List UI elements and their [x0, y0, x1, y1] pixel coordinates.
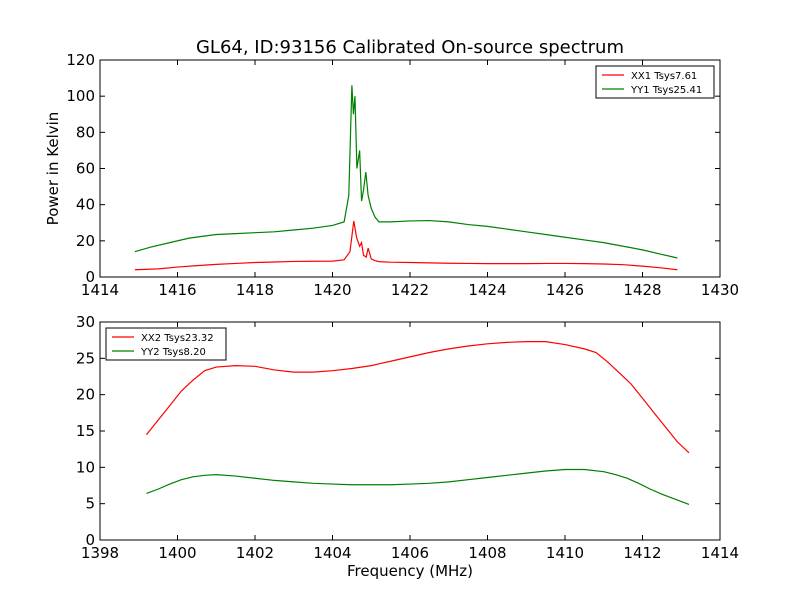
y-tick-label-1-2: 10: [76, 458, 95, 476]
x-tick-label-0-1: 1416: [158, 281, 196, 299]
bottom-plot: 1398 1400 1402 1404 1406 1408 1410 1412 1414 0 5 10…: [76, 313, 739, 580]
y-tick-label-1-3: 15: [76, 422, 95, 440]
top-plot: 1414 1416 1418 1420 1422 1424 1426 1428 1430 0 20 4…: [44, 51, 739, 299]
y-tick-label-0-2: 40: [76, 196, 95, 214]
legend-label-1-1: YY2 Tsys8.20: [140, 347, 206, 358]
y-tick-label-0-3: 60: [76, 160, 95, 178]
y-tick-label-0-1: 20: [76, 232, 95, 250]
x-axis-label-1: Frequency (MHz): [347, 562, 473, 580]
x-tick-label-1-0: 1398: [81, 544, 119, 562]
series-line-0-0: [134, 220, 678, 271]
x-tick-label-0-3: 1420: [313, 281, 351, 299]
legend-box-1: [105, 327, 227, 361]
y-tick-label-1-6: 30: [76, 313, 95, 331]
x-tick-label-1-3: 1404: [313, 544, 351, 562]
series-line-0-1: [134, 85, 678, 259]
legend-label-0-0: XX1 Tsys7.61: [631, 71, 697, 82]
y-tick-label-1-1: 5: [85, 495, 95, 513]
x-tick-label-1-8: 1414: [701, 544, 739, 562]
series-line-1-0: [146, 341, 690, 454]
y-tick-label-1-5: 25: [76, 349, 95, 367]
x-tick-label-1-1: 1400: [158, 544, 196, 562]
x-tick-label-0-6: 1426: [546, 281, 584, 299]
legend-label-1-0: XX2 Tsys23.32: [141, 333, 214, 344]
x-tick-label-0-5: 1424: [468, 281, 506, 299]
legend-box-0: [595, 65, 715, 99]
legend-label-0-1: YY1 Tsys25.41: [630, 85, 702, 96]
y-axis-label-0: Power in Kelvin: [44, 112, 62, 226]
y-tick-label-0-5: 100: [66, 87, 95, 105]
x-tick-label-0-0: 1414: [81, 281, 119, 299]
x-tick-label-1-4: 1406: [391, 544, 429, 562]
x-tick-label-1-5: 1408: [468, 544, 506, 562]
y-tick-label-1-0: 0: [85, 531, 95, 549]
x-tick-label-0-7: 1428: [623, 281, 661, 299]
y-tick-label-0-4: 80: [76, 123, 95, 141]
series-line-1-1: [146, 468, 690, 505]
y-tick-label-1-4: 20: [76, 386, 95, 404]
chart-title: GL64, ID:93156 Calibrated On-source spec…: [196, 37, 624, 58]
x-tick-label-0-4: 1422: [391, 281, 429, 299]
x-tick-label-0-8: 1430: [701, 281, 739, 299]
y-tick-label-0-6: 120: [66, 51, 95, 69]
x-tick-label-1-7: 1412: [623, 544, 661, 562]
x-tick-label-1-2: 1402: [236, 544, 274, 562]
x-tick-label-1-6: 1410: [546, 544, 584, 562]
x-tick-label-0-2: 1418: [236, 281, 274, 299]
y-tick-label-0-0: 0: [85, 268, 95, 286]
